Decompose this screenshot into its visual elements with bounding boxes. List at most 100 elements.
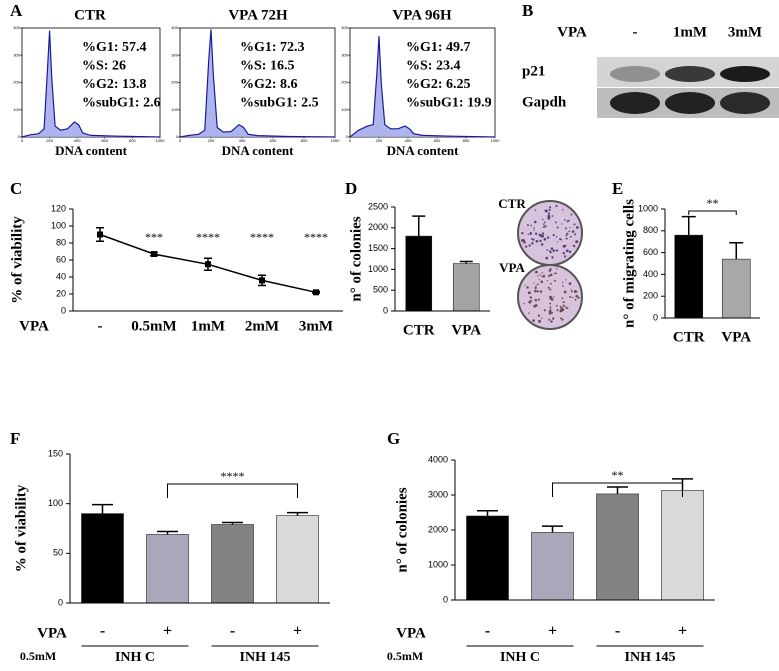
colony-speck: [570, 235, 572, 238]
x-tick-label: 600: [101, 138, 108, 143]
y-tick-label: 500: [373, 285, 388, 295]
colony-speck: [521, 231, 524, 235]
colony-speck: [566, 307, 568, 309]
annotation: %S: 23.4: [406, 59, 460, 74]
blot-band: [665, 92, 715, 114]
y-tick-label: 800: [643, 225, 658, 235]
colony-speck: [529, 232, 533, 235]
colony-speck: [531, 242, 534, 245]
y-axis-label: % of viability: [9, 216, 25, 304]
marker: [259, 277, 265, 284]
colony-speck: [575, 294, 578, 298]
colony-speck: [548, 208, 551, 211]
colony-speck: [552, 233, 555, 237]
colony-speck: [538, 319, 542, 323]
colony-speck: [547, 212, 551, 215]
row-label: p21: [522, 63, 545, 79]
histogram-area: [179, 29, 336, 138]
colony-speck: [549, 302, 552, 305]
annotation: %S: 16.5: [240, 59, 294, 74]
y-axis-label: % of viability: [13, 484, 29, 572]
y-tick-label: 0: [346, 134, 349, 139]
bar: [596, 493, 639, 601]
colony-speck: [573, 245, 576, 248]
colony-speck: [565, 237, 568, 240]
bar: [661, 490, 704, 601]
colony-speck: [550, 295, 553, 298]
colony-speck: [530, 238, 533, 240]
colony-speck: [576, 290, 578, 293]
colony-speck: [561, 281, 564, 284]
annotation: %G1: 72.3: [240, 40, 305, 55]
y-tick-label: 0: [653, 312, 658, 322]
colony-speck: [557, 241, 559, 243]
colony-speck: [563, 290, 567, 294]
x-tick-label: 1mM: [191, 318, 225, 334]
colony-speck: [571, 290, 573, 293]
colony-speck: [543, 309, 546, 312]
y-tick-label: 300: [171, 52, 178, 57]
colony-speck: [561, 297, 564, 300]
colony-speck: [544, 225, 547, 228]
colony-speck: [540, 280, 544, 283]
colony-speck: [567, 219, 570, 222]
x-tick-label: 1000: [331, 138, 341, 143]
y-tick-label: 200: [13, 80, 20, 85]
error-bar: [157, 530, 178, 535]
blot-title: VPA: [557, 24, 587, 40]
y-tick-label: 200: [341, 80, 348, 85]
panel-letter: F: [10, 429, 20, 448]
colony-speck: [549, 306, 552, 309]
x-tick-label: +: [548, 623, 557, 640]
error-bar: [681, 215, 696, 236]
panel-title: CTR: [74, 7, 106, 23]
x-tick-label: 1000: [156, 138, 166, 143]
colony-speck: [545, 256, 549, 260]
colony-speck: [546, 280, 549, 282]
marker: [97, 231, 103, 238]
blot-band: [720, 92, 770, 114]
colony-speck: [549, 273, 553, 277]
significance: ****: [304, 230, 328, 244]
x-tick-label: 400: [239, 138, 246, 143]
x-tick-label: CTR: [403, 322, 435, 338]
colony-speck: [547, 236, 549, 238]
colony-speck: [575, 240, 579, 244]
x-tick-label: -: [615, 623, 620, 640]
significance: **: [612, 468, 624, 482]
lane-label: 1mM: [673, 24, 707, 40]
colony-speck: [573, 290, 577, 293]
colony-speck: [564, 244, 567, 247]
panel-letter: B: [522, 1, 533, 20]
x-tick-label: 800: [301, 138, 308, 143]
colony-speck: [537, 298, 540, 301]
colony-speck: [534, 286, 537, 290]
colony-speck: [534, 232, 538, 235]
colony-speck: [537, 314, 541, 317]
x-tick-label: +: [293, 623, 302, 640]
colony-speck: [525, 245, 528, 248]
y-tick-label: 4000: [428, 454, 448, 464]
error-bar: [459, 260, 473, 264]
x-axis-label: DNA content: [222, 143, 295, 158]
x-tick-label: 200: [376, 138, 383, 143]
annotation: %G1: 57.4: [82, 40, 147, 55]
colony-speck: [539, 239, 542, 243]
y-tick-label: 2500: [368, 201, 388, 211]
colony-speck: [527, 291, 531, 295]
bar: [405, 235, 433, 312]
x-tick-label: 2mM: [245, 318, 279, 334]
colony-speck: [559, 305, 562, 308]
colony-speck: [521, 238, 524, 242]
x-prefix-sub: 0.5mM: [20, 649, 56, 663]
y-tick-label: 100: [13, 107, 20, 112]
y-tick-label: 2000: [428, 524, 448, 534]
y-tick-label: 50: [53, 548, 63, 558]
colony-speck: [559, 237, 562, 241]
x-prefix: VPA: [396, 625, 426, 641]
significance: ***: [145, 230, 163, 244]
y-tick-label: 300: [341, 52, 348, 57]
colony-speck: [566, 232, 569, 235]
colony-speck: [543, 221, 546, 224]
colony-speck: [539, 274, 541, 276]
